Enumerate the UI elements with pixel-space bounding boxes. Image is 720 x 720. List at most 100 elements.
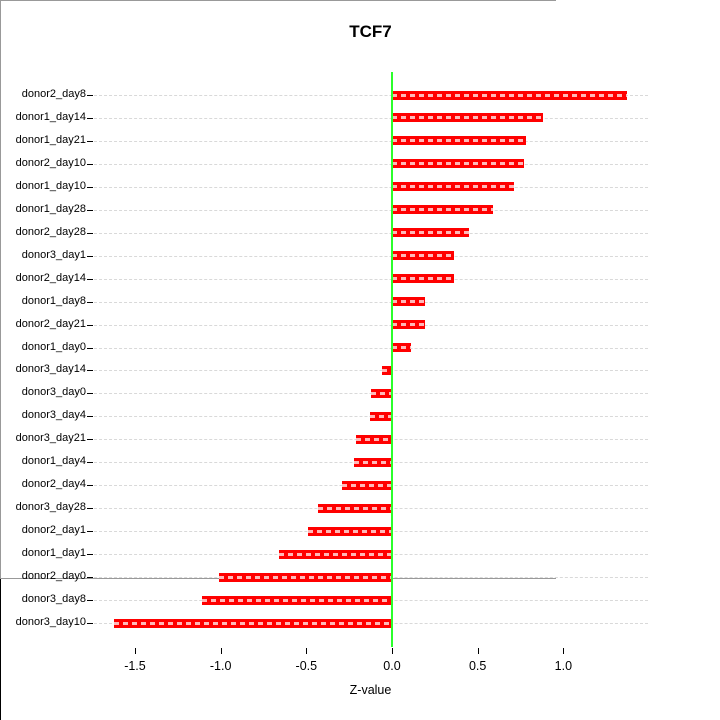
y-tick-label: donor2_day14 [15, 271, 86, 284]
bar-gridline-overlay [369, 414, 392, 418]
x-tick-label: -1.0 [209, 659, 232, 673]
x-tick-label: -0.5 [295, 659, 318, 673]
y-tick-label: donor1_day0 [21, 340, 86, 353]
bar-gridline-overlay [342, 483, 392, 487]
gridline [94, 163, 648, 165]
y-tick [87, 186, 93, 188]
bar [342, 480, 392, 490]
x-tick [477, 648, 479, 654]
plot-frame-top [0, 0, 556, 1]
y-tick-label: donor3_day28 [15, 501, 86, 514]
x-tick [134, 648, 136, 654]
bar-gridline-overlay [392, 277, 454, 281]
y-tick [87, 301, 93, 303]
bar-gridline-overlay [371, 391, 392, 395]
bar [392, 205, 494, 215]
y-tick [87, 485, 93, 487]
bar-gridline-overlay [308, 529, 392, 533]
y-tick-label: donor1_day28 [15, 202, 86, 215]
y-tick-label: donor1_day1 [21, 547, 86, 560]
gridline [94, 393, 648, 395]
y-tick-label: donor2_day4 [21, 478, 86, 491]
bar-gridline-overlay [278, 552, 392, 556]
bar [318, 503, 392, 513]
gridline [94, 140, 648, 142]
y-tick [87, 232, 93, 234]
x-axis-title: Z-value [349, 683, 392, 697]
bar-gridline-overlay [318, 506, 392, 510]
bar [201, 595, 392, 605]
y-tick-label: donor2_day28 [15, 225, 86, 238]
gridline [94, 255, 648, 257]
y-axis-line [0, 579, 1, 720]
gridline [94, 278, 648, 280]
y-tick-label: donor3_day1 [21, 248, 86, 261]
bar-gridline-overlay [392, 139, 526, 143]
bar-gridline-overlay [114, 621, 392, 625]
y-tick [87, 623, 93, 624]
bar-gridline-overlay [392, 254, 454, 258]
y-tick [87, 370, 93, 372]
bar [392, 320, 425, 330]
bar [392, 136, 526, 146]
bar [392, 113, 543, 123]
y-tick [87, 324, 93, 326]
y-tick-label: donor2_day21 [15, 317, 86, 330]
y-tick-label: donor3_day10 [15, 616, 86, 628]
y-tick-label: donor2_day8 [21, 88, 86, 100]
y-tick [87, 95, 93, 96]
y-tick [87, 531, 93, 533]
bar [392, 228, 470, 238]
x-tick [220, 648, 222, 654]
x-tick [392, 648, 393, 654]
y-tick-label: donor1_day10 [15, 179, 86, 192]
bar-gridline-overlay [218, 575, 392, 579]
plot-frame-right [0, 1, 1, 578]
y-tick [87, 278, 93, 280]
bar [392, 182, 514, 192]
gridline [94, 324, 648, 326]
bar [369, 411, 392, 421]
bar [114, 618, 392, 628]
y-tick [87, 255, 93, 257]
bar [356, 434, 392, 444]
y-tick [87, 439, 93, 441]
gridline [94, 232, 648, 234]
bar-gridline-overlay [392, 323, 425, 327]
y-tick [87, 508, 93, 510]
bar-gridline-overlay [392, 162, 524, 166]
y-tick-label: donor3_day21 [15, 432, 86, 445]
y-tick-label: donor1_day8 [21, 294, 86, 307]
y-tick [87, 462, 93, 464]
y-tick-label: donor3_day0 [21, 386, 86, 399]
gridline [94, 186, 648, 188]
gridline [94, 209, 648, 211]
bar-gridline-overlay [392, 208, 494, 212]
y-tick [87, 416, 93, 418]
y-tick [87, 600, 93, 602]
x-tick-label: 0.0 [383, 659, 401, 673]
bar [218, 572, 392, 582]
gridline [94, 370, 648, 372]
y-tick [87, 577, 93, 579]
y-tick [87, 393, 93, 395]
bar-gridline-overlay [381, 368, 392, 372]
bar-gridline-overlay [201, 598, 392, 602]
y-tick [87, 554, 93, 556]
bar-gridline-overlay [392, 185, 514, 189]
bar [392, 251, 454, 261]
bar-gridline-overlay [392, 300, 425, 304]
bar-gridline-overlay [356, 437, 392, 441]
y-tick [87, 209, 93, 211]
bar-gridline-overlay [392, 346, 411, 350]
bar-gridline-overlay [392, 116, 543, 120]
y-tick-label: donor3_day8 [21, 593, 86, 606]
y-tick-label: donor3_day14 [15, 363, 86, 376]
bar [354, 457, 392, 467]
y-tick-label: donor2_day0 [21, 570, 86, 583]
x-tick [563, 648, 565, 654]
y-tick-label: donor2_day1 [21, 524, 86, 537]
bar [381, 365, 392, 375]
y-tick [87, 117, 93, 119]
